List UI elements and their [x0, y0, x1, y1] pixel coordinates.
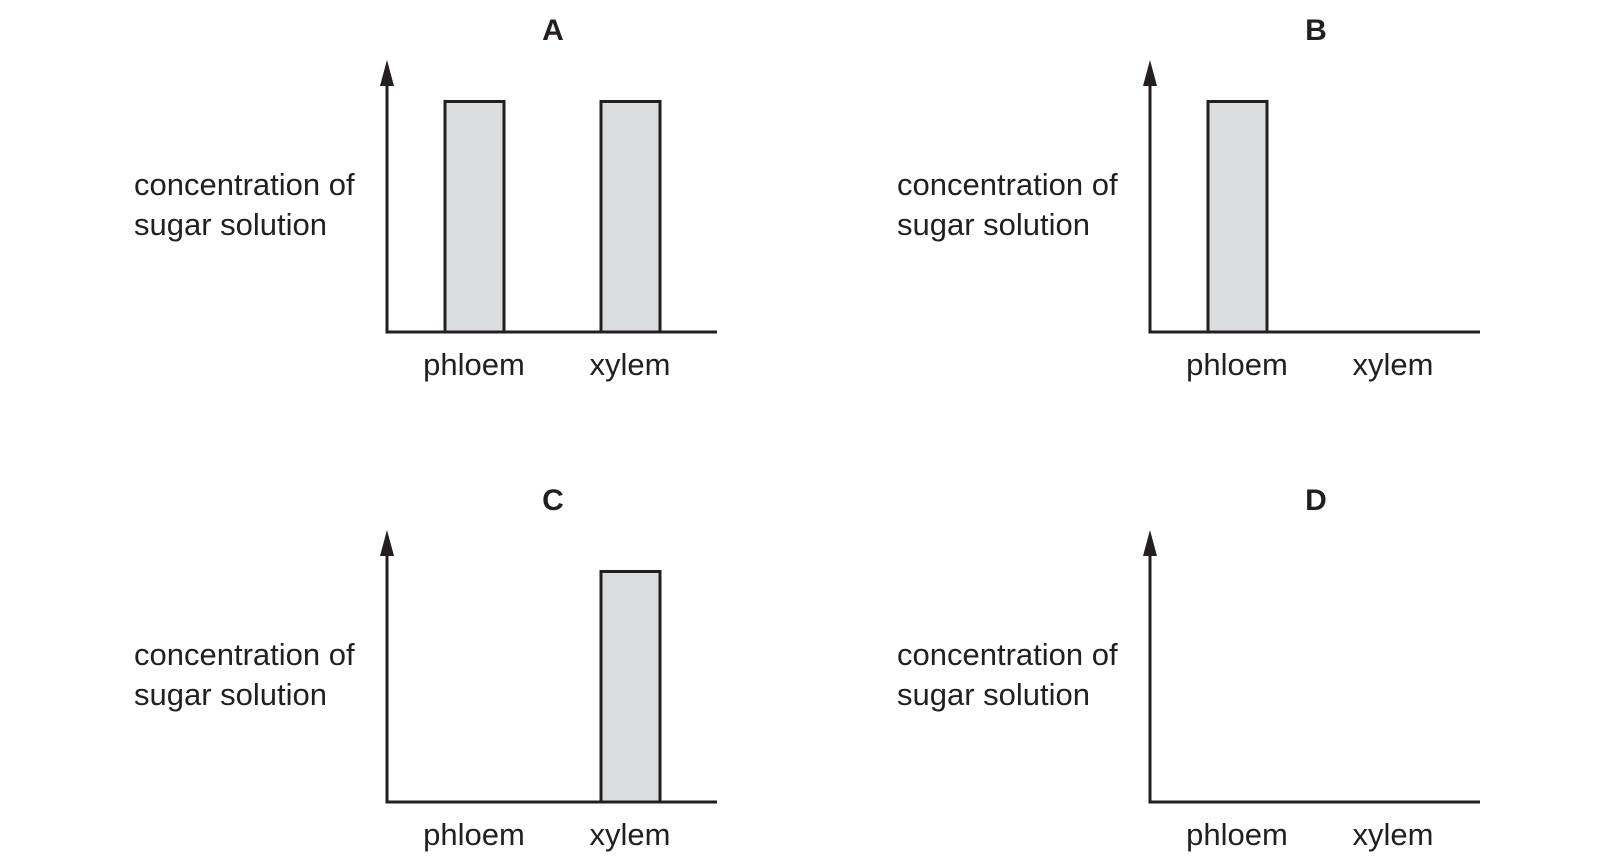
x-tick-label: phloem [423, 347, 525, 382]
axes [1148, 550, 1480, 804]
x-tick-label: phloem [423, 817, 525, 852]
y-axis-label: concentration of [134, 167, 355, 202]
panel-label: C [542, 484, 564, 517]
axes [1148, 80, 1480, 334]
bar-phloem [1206, 99, 1269, 334]
y-axis-label: concentration of [897, 637, 1118, 672]
y-axis-label: concentration of [134, 637, 355, 672]
panel-label: A [542, 14, 564, 47]
y-axis-arrow-icon [1143, 60, 1157, 86]
x-tick-label: xylem [590, 347, 671, 382]
axes [385, 80, 717, 334]
bar-xylem [599, 569, 662, 804]
x-tick-label: phloem [1186, 347, 1288, 382]
x-tick-label: xylem [1353, 817, 1434, 852]
x-tick-label: xylem [1353, 347, 1434, 382]
y-axis-arrow-icon [380, 60, 394, 86]
axes [385, 550, 717, 804]
panel-label: B [1305, 14, 1327, 47]
bar-phloem [443, 99, 506, 334]
y-axis-label: sugar solution [134, 677, 327, 712]
panel-label: D [1305, 484, 1327, 517]
y-axis-label: sugar solution [897, 677, 1090, 712]
y-axis-arrow-icon [1143, 530, 1157, 556]
y-axis-arrow-icon [380, 530, 394, 556]
y-axis-label: concentration of [897, 167, 1118, 202]
x-tick-label: phloem [1186, 817, 1288, 852]
y-axis-label: sugar solution [134, 207, 327, 242]
x-tick-label: xylem [590, 817, 671, 852]
bar-xylem [599, 99, 662, 334]
y-axis-label: sugar solution [897, 207, 1090, 242]
